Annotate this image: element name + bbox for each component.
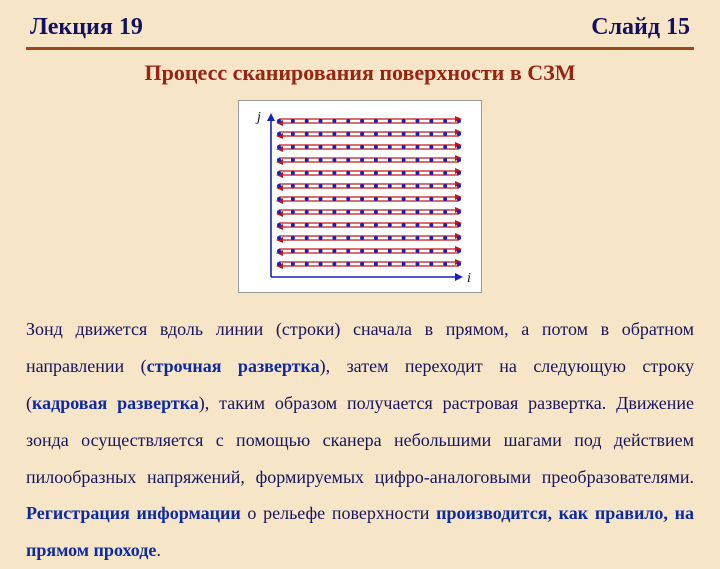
diagram-container: ji bbox=[26, 100, 694, 293]
text-run: о рельефе поверхности bbox=[241, 503, 436, 523]
svg-text:j: j bbox=[255, 110, 261, 125]
text-run: . bbox=[156, 540, 161, 560]
lecture-label: Лекция 19 bbox=[30, 14, 143, 41]
header-rule bbox=[26, 47, 694, 50]
scan-svg: ji bbox=[245, 105, 475, 285]
svg-text:i: i bbox=[467, 271, 471, 285]
body-paragraph: Зонд движется вдоль линии (строки) снача… bbox=[26, 311, 694, 569]
highlight-line-scan: строчная развертка bbox=[147, 356, 320, 376]
slide-title: Процесс сканирования поверхности в СЗМ bbox=[26, 60, 694, 86]
header: Лекция 19 Слайд 15 bbox=[26, 14, 694, 43]
highlight-registration: Регистрация информации bbox=[26, 503, 241, 523]
highlight-frame-scan: кадровая развертка bbox=[32, 393, 199, 413]
slide-label: Слайд 15 bbox=[591, 14, 690, 41]
scan-diagram: ji bbox=[238, 100, 482, 293]
slide: Лекция 19 Слайд 15 Процесс сканирования … bbox=[0, 0, 720, 540]
